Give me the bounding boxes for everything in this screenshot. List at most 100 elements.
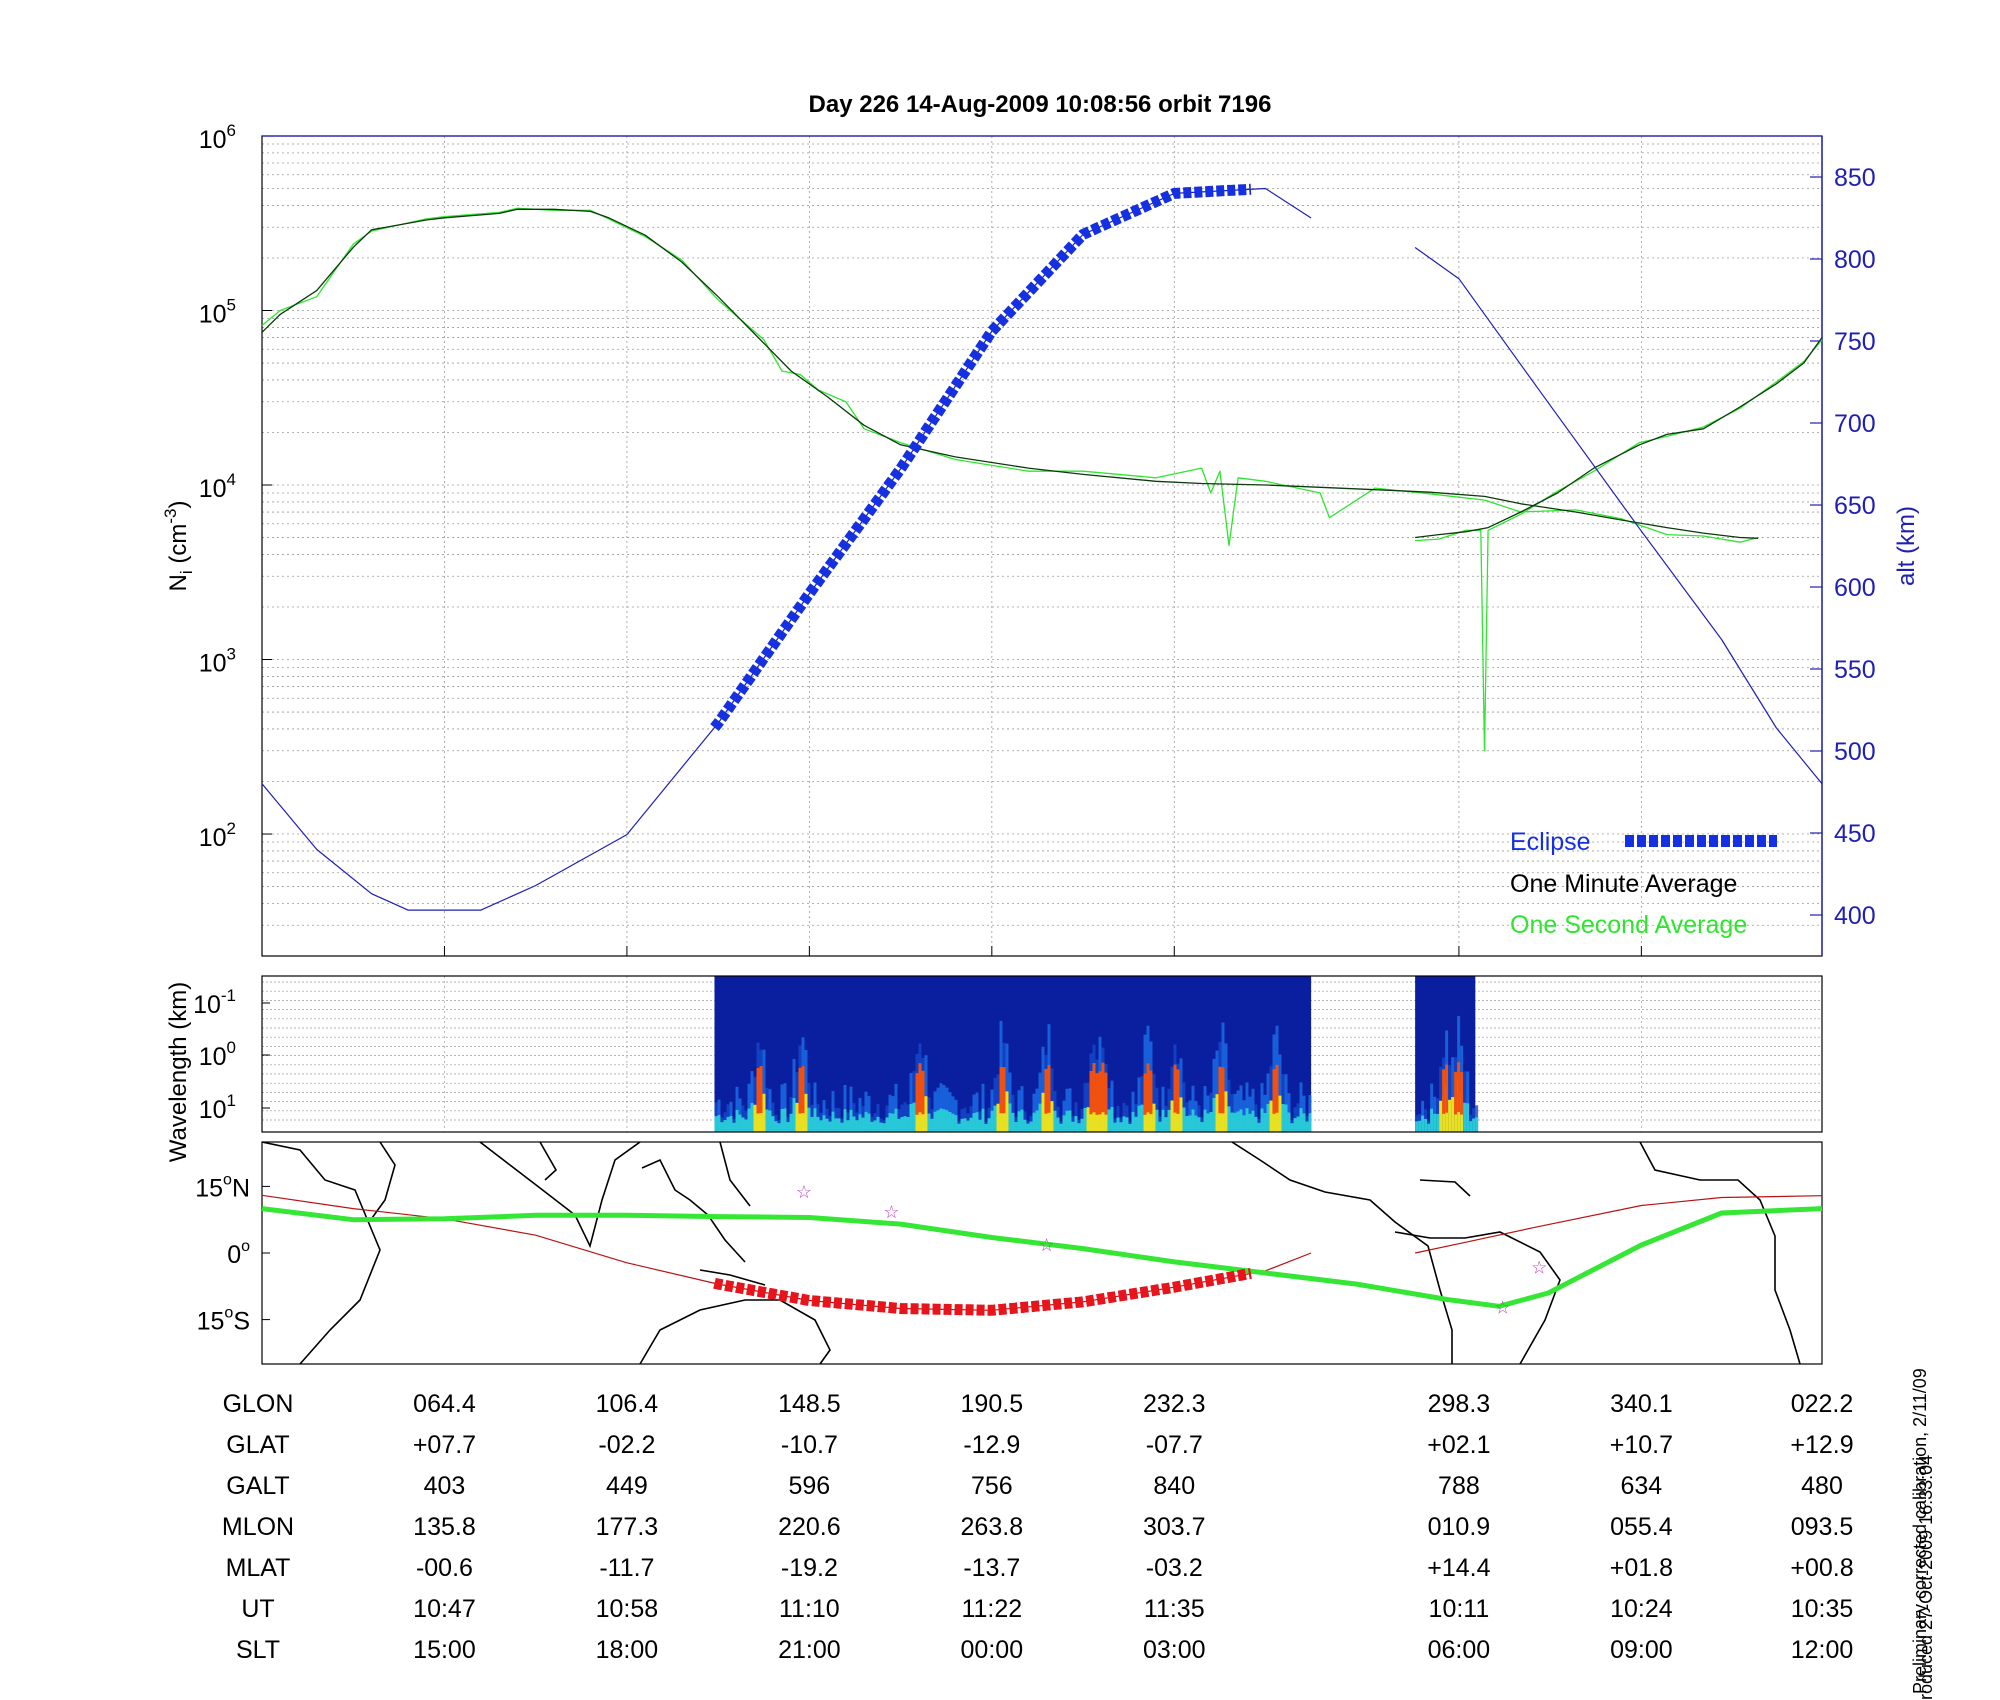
legend-one-minute: One Minute Average — [1510, 870, 1737, 898]
spectrogram-column-low — [912, 1102, 916, 1132]
spectrogram-column-low — [822, 1115, 826, 1132]
spectrogram-column — [1269, 1066, 1273, 1132]
spectrogram-column — [1212, 1058, 1216, 1132]
spectrogram-column-low — [858, 1114, 862, 1132]
spectrogram-column — [1430, 1083, 1434, 1132]
star-marker: ☆ — [883, 1202, 899, 1222]
spectrogram-hotspot — [1272, 1069, 1276, 1114]
spectrogram-hotspot — [756, 1067, 760, 1114]
calibration-note: Preliminary corrected calibration, 2/11/… — [1910, 1368, 1930, 1694]
produced-note: Produced 27-Oct-2009 16:33:04 — [1916, 1455, 1936, 1700]
spectrogram-column-low — [1257, 1122, 1261, 1132]
spectrogram-column — [1439, 1066, 1443, 1132]
spectrogram-column — [1140, 1075, 1144, 1132]
spectrogram-column-low — [1008, 1103, 1012, 1132]
spectrogram-column-low — [1418, 1120, 1422, 1132]
ephemeris-row-label: SLT — [236, 1636, 280, 1664]
magnetic-track — [261, 1206, 1823, 1309]
ephemeris-row-label: UT — [241, 1595, 274, 1623]
spectrogram-column-low — [1107, 1109, 1111, 1132]
spectrogram-column — [1131, 1091, 1135, 1132]
spectrogram-column — [1179, 1058, 1183, 1132]
ephemeris-cell: 449 — [606, 1472, 648, 1500]
ephemeris-cell: 21:00 — [778, 1636, 841, 1664]
spectrogram-column-low — [1433, 1113, 1437, 1132]
ephemeris-cell: 190.5 — [961, 1390, 1024, 1418]
spectrogram-column-low — [1029, 1121, 1033, 1132]
spectrogram-column-low — [1278, 1095, 1282, 1132]
spectrogram-column — [735, 1086, 739, 1132]
spectrogram-column — [1251, 1088, 1255, 1132]
density-y-tick-label: 102 — [199, 819, 236, 852]
spectrogram-column-low — [1119, 1122, 1123, 1132]
spectrogram-column-low — [1472, 1118, 1476, 1132]
ephemeris-cell: 106.4 — [596, 1390, 659, 1418]
spectrogram-hotspot — [1218, 1066, 1222, 1114]
spectrogram-column — [924, 1055, 928, 1132]
spectrogram-column-low — [1305, 1121, 1309, 1132]
spectrogram-column-low — [942, 1109, 946, 1132]
spectrogram-column-low — [1415, 1121, 1419, 1132]
spectrogram-column-low — [723, 1120, 727, 1132]
ephemeris-cell: 15:00 — [413, 1636, 476, 1664]
ephemeris-cell: 06:00 — [1428, 1636, 1491, 1664]
ephemeris-cell: 298.3 — [1428, 1390, 1491, 1418]
spectrogram-hotspot — [1442, 1069, 1446, 1114]
spectrogram-column — [945, 1087, 949, 1132]
spectrogram-column — [804, 1049, 808, 1132]
spectrogram-column — [1215, 1050, 1219, 1132]
spectrogram-column-low — [1448, 1099, 1452, 1132]
spectrogram-y-tick-label: 100 — [199, 1038, 236, 1071]
spectrogram-column — [1266, 1073, 1270, 1132]
eclipse-line — [710, 183, 1252, 732]
spectrogram-column-low — [903, 1116, 907, 1132]
altitude-tick-label: 850 — [1834, 164, 1876, 192]
spectrogram-column-low — [876, 1116, 880, 1132]
ephemeris-cell: 220.6 — [778, 1513, 841, 1541]
spectrogram-column-low — [810, 1116, 814, 1132]
spectrogram-column-low — [1436, 1113, 1440, 1132]
spectrogram-column-low — [948, 1112, 952, 1132]
spectrogram-column-low — [849, 1109, 853, 1132]
spectrogram-hotspot — [1104, 1072, 1108, 1115]
spectrogram-column-low — [1164, 1117, 1168, 1132]
ephemeris-row-label: MLON — [222, 1513, 294, 1541]
spectrogram-column-low — [744, 1119, 748, 1132]
spectrogram-hotspot — [1149, 1070, 1153, 1115]
spectrogram-column-low — [852, 1116, 856, 1132]
spectrogram-hotspot — [1002, 1067, 1006, 1114]
spectrogram-hotspot — [801, 1066, 805, 1114]
ephemeris-cell: 10:58 — [596, 1595, 659, 1623]
spectrogram-column — [753, 1076, 757, 1132]
spectrogram-column-low — [1185, 1115, 1189, 1132]
spectrogram-column — [1227, 1079, 1231, 1132]
spectrogram-column-low — [1074, 1116, 1078, 1132]
spectrogram-column-low — [882, 1123, 886, 1132]
ephemeris-cell: 11:22 — [961, 1595, 1022, 1623]
spectrogram-column — [750, 1071, 754, 1132]
ephemeris-row-label: MLAT — [226, 1554, 291, 1582]
star-marker: ☆ — [1495, 1297, 1511, 1317]
spectrogram-y-tick-label: 101 — [199, 1091, 236, 1124]
spectrogram-column-low — [1104, 1099, 1108, 1132]
spectrogram-column-low — [732, 1122, 736, 1132]
spectrogram-column-low — [834, 1118, 838, 1132]
ephemeris-cell: -10.7 — [781, 1431, 838, 1459]
ephemeris-cell: 10:47 — [413, 1595, 476, 1623]
spectrogram-column-low — [1122, 1116, 1126, 1132]
density-y-ticks: 102 103 104 105 106 — [199, 121, 272, 852]
spectrogram-column-low — [987, 1118, 991, 1132]
spectrogram-column-low — [924, 1096, 928, 1132]
spectrogram-column-low — [993, 1105, 997, 1132]
spectrogram-column-low — [792, 1098, 796, 1132]
spectrogram-column-low — [960, 1118, 964, 1132]
spectrogram-column-low — [1086, 1107, 1090, 1132]
spectrogram-column-low — [963, 1118, 967, 1132]
spectrogram-column — [792, 1059, 796, 1132]
spectrogram-column-low — [1056, 1117, 1060, 1132]
spectrogram-column — [1448, 1064, 1452, 1132]
star-marker: ☆ — [1038, 1235, 1054, 1255]
spectrogram-column-low — [1170, 1100, 1174, 1132]
ephemeris-cell: -00.6 — [416, 1554, 473, 1582]
